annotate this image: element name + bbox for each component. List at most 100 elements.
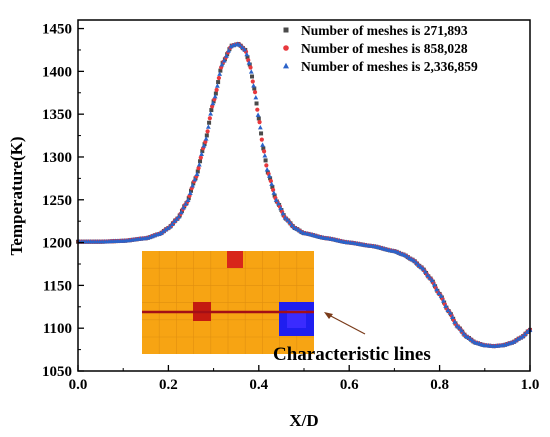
data-point (282, 215, 288, 220)
data-point (443, 303, 449, 308)
data-point (190, 183, 195, 188)
data-point (214, 83, 220, 88)
data-point (425, 272, 430, 278)
data-point (209, 108, 214, 113)
data-point (195, 169, 200, 174)
data-point (513, 338, 519, 343)
data-point (218, 68, 223, 73)
inset-schematic (142, 251, 314, 354)
data-point (183, 201, 189, 206)
y-tick-label: 1250 (42, 193, 72, 209)
data-point (271, 190, 277, 195)
y-tick-label: 1300 (42, 150, 72, 166)
data-point (237, 42, 243, 47)
data-point (214, 87, 219, 92)
data-point (264, 167, 270, 172)
data-point (165, 225, 171, 231)
data-point (287, 219, 293, 225)
data-point (416, 262, 421, 267)
data-point (169, 221, 175, 227)
data-point (436, 290, 442, 295)
data-point (427, 275, 433, 280)
axis-ticks: 0.0 0.2 0.4 0.6 0.8 1.0 1050 1100 1150 1200 1250 13… (42, 22, 539, 393)
x-tick-label: 0.4 (249, 377, 268, 393)
data-point (461, 331, 467, 336)
data-point (194, 171, 200, 176)
data-point (211, 99, 216, 104)
data-point (176, 214, 182, 219)
data-point (204, 133, 209, 138)
data-point (259, 137, 264, 142)
data-point (252, 86, 257, 91)
data-point (226, 48, 232, 53)
y-axis-title: Temperature(K) (7, 137, 26, 256)
data-point (271, 187, 276, 193)
data-point (252, 90, 258, 95)
data-point (245, 55, 250, 60)
data-point (221, 58, 227, 63)
data-point (185, 197, 191, 202)
data-point (266, 173, 272, 178)
data-point (264, 163, 269, 168)
data-points (76, 41, 533, 349)
data-point (196, 162, 202, 167)
legend-marker (283, 27, 289, 33)
legend-label: Number of meshes is 2,336,859 (301, 59, 478, 74)
y-tick-label: 1100 (43, 321, 72, 337)
data-point (172, 218, 177, 224)
data-point (186, 196, 191, 201)
data-point (262, 153, 268, 158)
data-point (269, 181, 275, 186)
data-point (242, 46, 247, 52)
data-point (257, 124, 263, 130)
y-tick-label: 1400 (42, 64, 72, 80)
data-point (210, 100, 216, 106)
data-point (212, 93, 218, 99)
data-point (228, 43, 234, 49)
data-point (445, 307, 451, 313)
x-tick-label: 0.8 (430, 377, 449, 393)
data-point (167, 224, 173, 229)
data-point (285, 217, 290, 222)
data-point (459, 327, 464, 333)
data-point (198, 159, 203, 164)
data-point (434, 286, 440, 292)
data-point (276, 201, 281, 206)
y-tick-label: 1200 (42, 236, 72, 252)
data-point (270, 184, 275, 189)
data-point (208, 111, 214, 116)
data-point (205, 129, 210, 134)
data-point (402, 252, 408, 258)
y-tick-label: 1150 (43, 278, 72, 294)
data-point (189, 188, 193, 193)
data-point (289, 222, 295, 228)
data-point (251, 83, 256, 88)
data-point (413, 260, 419, 265)
data-point (224, 53, 229, 58)
data-point (438, 293, 444, 298)
data-point (260, 142, 265, 147)
data-point (250, 79, 255, 84)
data-point (268, 178, 273, 184)
data-point (248, 65, 253, 70)
data-point (422, 269, 428, 274)
data-point (268, 176, 273, 181)
x-tick-label: 0.6 (340, 377, 359, 393)
legend-marker (283, 45, 289, 51)
x-tick-label: 0.0 (69, 377, 88, 393)
data-point (454, 323, 460, 328)
data-point (207, 116, 212, 121)
data-point (272, 193, 277, 198)
data-point (431, 282, 437, 287)
data-point (450, 314, 455, 320)
data-point (294, 226, 299, 231)
data-point (524, 329, 530, 334)
data-point (216, 80, 221, 85)
annotation-label: Characteristic lines (273, 344, 431, 365)
x-axis-title: X/D (289, 411, 318, 430)
data-point (259, 131, 264, 136)
legend: Number of meshes is 271,893 Number of mes… (283, 23, 478, 74)
data-point (239, 44, 245, 50)
